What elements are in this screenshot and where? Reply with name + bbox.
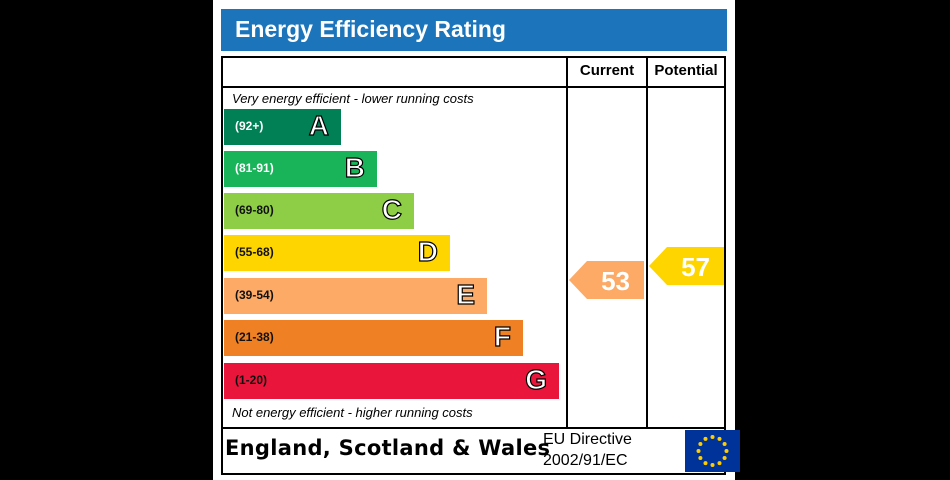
band-b-range: (81-91) [235, 161, 274, 175]
potential-arrow-shape [649, 247, 724, 285]
header-divider [223, 86, 724, 88]
band-a-letter: A [308, 109, 329, 141]
page-title: Energy Efficiency Rating [235, 16, 506, 42]
epc-card: Energy Efficiency Rating Current Potenti… [213, 0, 740, 480]
band-c: (69-80) C [224, 193, 414, 229]
band-b-letter: B [344, 151, 365, 183]
eu-stars-icon [696, 435, 729, 467]
band-a-range: (92+) [235, 119, 264, 133]
top-note: Very energy efficient - lower running co… [232, 91, 474, 106]
band-e-letter: E [456, 278, 476, 310]
current-rating-arrow: 53 [569, 261, 644, 299]
band-e-range: (39-54) [235, 288, 274, 302]
title-bar: Energy Efficiency Rating [221, 9, 727, 51]
eu-directive-line1: EU Directive [543, 431, 632, 448]
eu-directive-line2: 2002/91/EC [543, 452, 628, 469]
rating-table: Current Potential Very energy efficient … [221, 56, 726, 475]
potential-column-divider [646, 58, 648, 427]
footer-divider [223, 427, 724, 429]
potential-column-header: Potential [654, 62, 718, 79]
bottom-note: Not energy efficient - higher running co… [232, 405, 473, 420]
current-arrow-shape [569, 261, 644, 299]
band-g-range: (1-20) [235, 373, 268, 387]
current-rating-value: 53 [601, 266, 630, 296]
potential-rating-arrow: 57 [649, 247, 724, 285]
band-c-range: (69-80) [235, 203, 274, 217]
potential-rating-value: 57 [681, 252, 710, 282]
eu-flag-icon [685, 430, 740, 472]
band-a: (92+) A [224, 109, 341, 145]
band-e: (39-54) E [224, 278, 487, 314]
region-label: England, Scotland & Wales [225, 436, 551, 460]
band-d: (55-68) D [224, 235, 450, 271]
band-c-letter: C [381, 193, 402, 225]
band-g: (1-20) G [224, 363, 559, 399]
band-f: (21-38) F [224, 320, 523, 356]
band-b: (81-91) B [224, 151, 377, 187]
band-f-letter: F [493, 320, 511, 352]
current-column-header: Current [579, 62, 635, 79]
band-f-range: (21-38) [235, 330, 274, 344]
band-d-range: (55-68) [235, 245, 274, 259]
band-d-letter: D [417, 235, 438, 267]
current-column-divider [566, 58, 568, 427]
band-g-letter: G [525, 363, 548, 395]
